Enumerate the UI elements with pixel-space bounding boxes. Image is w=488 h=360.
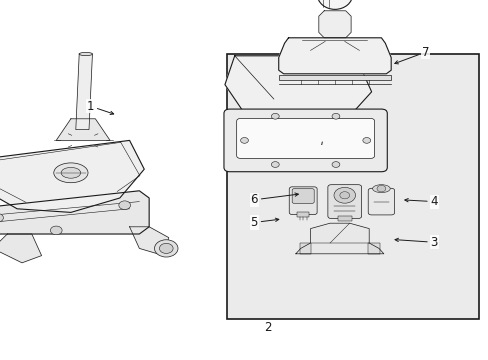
Circle shape: [271, 162, 279, 167]
Polygon shape: [0, 234, 41, 263]
Circle shape: [333, 187, 355, 203]
FancyBboxPatch shape: [367, 188, 394, 215]
Text: ii: ii: [321, 141, 324, 147]
Circle shape: [240, 138, 248, 143]
Polygon shape: [224, 56, 371, 124]
Polygon shape: [0, 191, 149, 234]
Text: 4: 4: [404, 195, 437, 208]
Ellipse shape: [317, 0, 352, 9]
Polygon shape: [318, 11, 350, 38]
Ellipse shape: [61, 167, 81, 178]
Polygon shape: [278, 38, 390, 74]
Text: 2: 2: [264, 321, 271, 334]
Polygon shape: [129, 227, 168, 256]
Text: 3: 3: [394, 236, 437, 249]
Circle shape: [331, 162, 339, 167]
Circle shape: [339, 192, 349, 199]
Text: 6: 6: [250, 193, 298, 206]
Polygon shape: [76, 54, 92, 130]
Text: 7: 7: [394, 46, 428, 64]
Bar: [299, 243, 311, 254]
FancyBboxPatch shape: [327, 185, 361, 219]
Polygon shape: [56, 119, 110, 140]
FancyBboxPatch shape: [224, 109, 386, 172]
Circle shape: [119, 201, 130, 210]
Circle shape: [159, 243, 173, 253]
Text: 5: 5: [250, 216, 278, 229]
Bar: [227, 54, 478, 319]
Bar: [367, 243, 379, 254]
Circle shape: [271, 113, 279, 119]
FancyBboxPatch shape: [278, 75, 390, 80]
Circle shape: [362, 138, 370, 143]
Text: 1: 1: [86, 100, 114, 114]
Polygon shape: [295, 223, 383, 254]
Circle shape: [331, 113, 339, 119]
Circle shape: [0, 213, 3, 222]
Bar: [297, 212, 308, 217]
Ellipse shape: [372, 185, 389, 193]
Ellipse shape: [54, 163, 88, 183]
Bar: [337, 216, 351, 221]
FancyBboxPatch shape: [289, 187, 316, 215]
FancyBboxPatch shape: [236, 118, 374, 158]
Circle shape: [154, 240, 178, 257]
FancyBboxPatch shape: [292, 189, 314, 203]
Ellipse shape: [79, 52, 92, 55]
Circle shape: [376, 185, 385, 192]
Polygon shape: [0, 140, 144, 212]
Circle shape: [50, 226, 62, 235]
